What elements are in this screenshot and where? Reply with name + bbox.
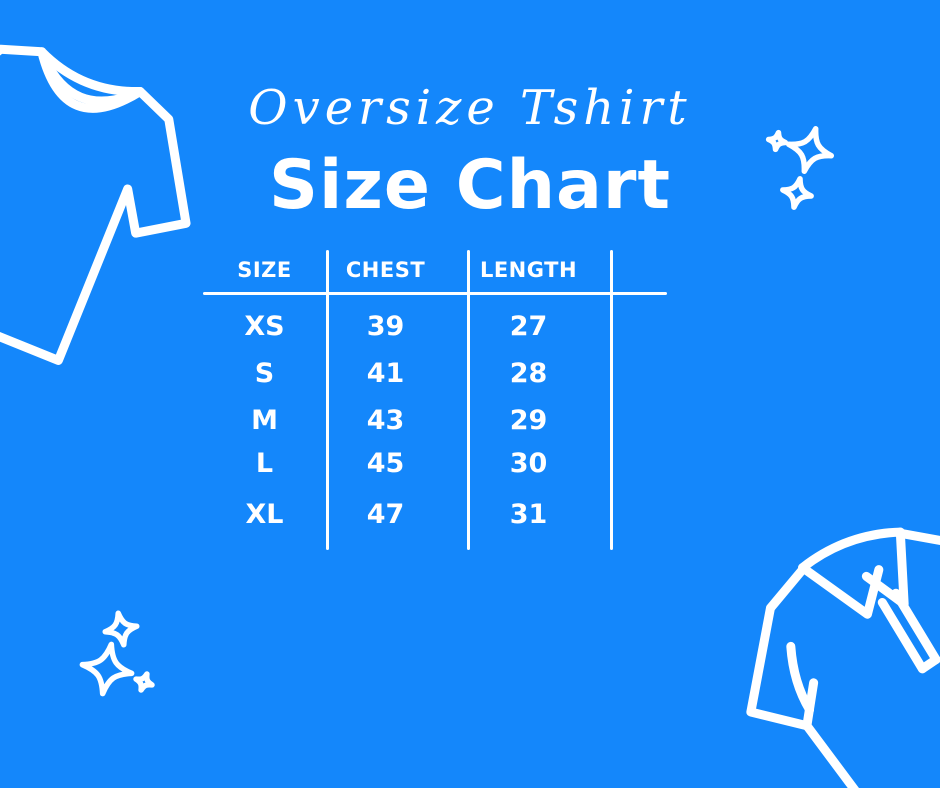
script-subtitle: Oversize Tshirt	[248, 80, 692, 136]
size-value: M	[251, 405, 278, 436]
page-title: Size Chart	[269, 146, 671, 225]
chest-value: 47	[366, 499, 405, 530]
table-column-divider	[610, 250, 613, 550]
table-row: S 41 28	[203, 356, 667, 392]
table-column-divider	[326, 250, 329, 550]
size-value: L	[255, 448, 274, 479]
chest-value: 45	[366, 448, 405, 479]
column-header-size: SIZE	[237, 258, 292, 282]
table-row: M 43 29	[203, 403, 667, 439]
table-header-divider	[203, 292, 667, 295]
chest-value: 41	[366, 358, 405, 389]
sparkle-cluster-bottom-left	[78, 610, 155, 697]
chest-value: 43	[366, 405, 405, 436]
length-value: 31	[509, 499, 548, 530]
size-value: S	[254, 358, 275, 389]
table-row: L 45 30	[203, 446, 667, 482]
sparkle-icon	[78, 640, 136, 698]
column-header-length: LENGTH	[479, 258, 578, 282]
chest-value: 39	[366, 311, 405, 342]
table-column-divider	[467, 250, 470, 550]
size-value: XS	[244, 311, 285, 342]
size-table: SIZE CHEST LENGTH XS 39 27 S 41 28 M 43 …	[203, 250, 667, 550]
length-value: 27	[509, 311, 548, 342]
table-row: XS 39 27	[203, 309, 667, 345]
column-header-chest: CHEST	[345, 258, 426, 282]
length-value: 29	[509, 405, 548, 436]
polo-shirt-icon	[746, 527, 940, 788]
length-value: 30	[509, 448, 548, 479]
length-value: 28	[509, 358, 548, 389]
size-value: XL	[245, 499, 284, 530]
sparkle-icon	[133, 671, 155, 693]
sparkle-icon	[102, 610, 139, 647]
table-row: XL 47 31	[203, 497, 667, 533]
table-header-row: SIZE CHEST LENGTH	[203, 252, 667, 288]
